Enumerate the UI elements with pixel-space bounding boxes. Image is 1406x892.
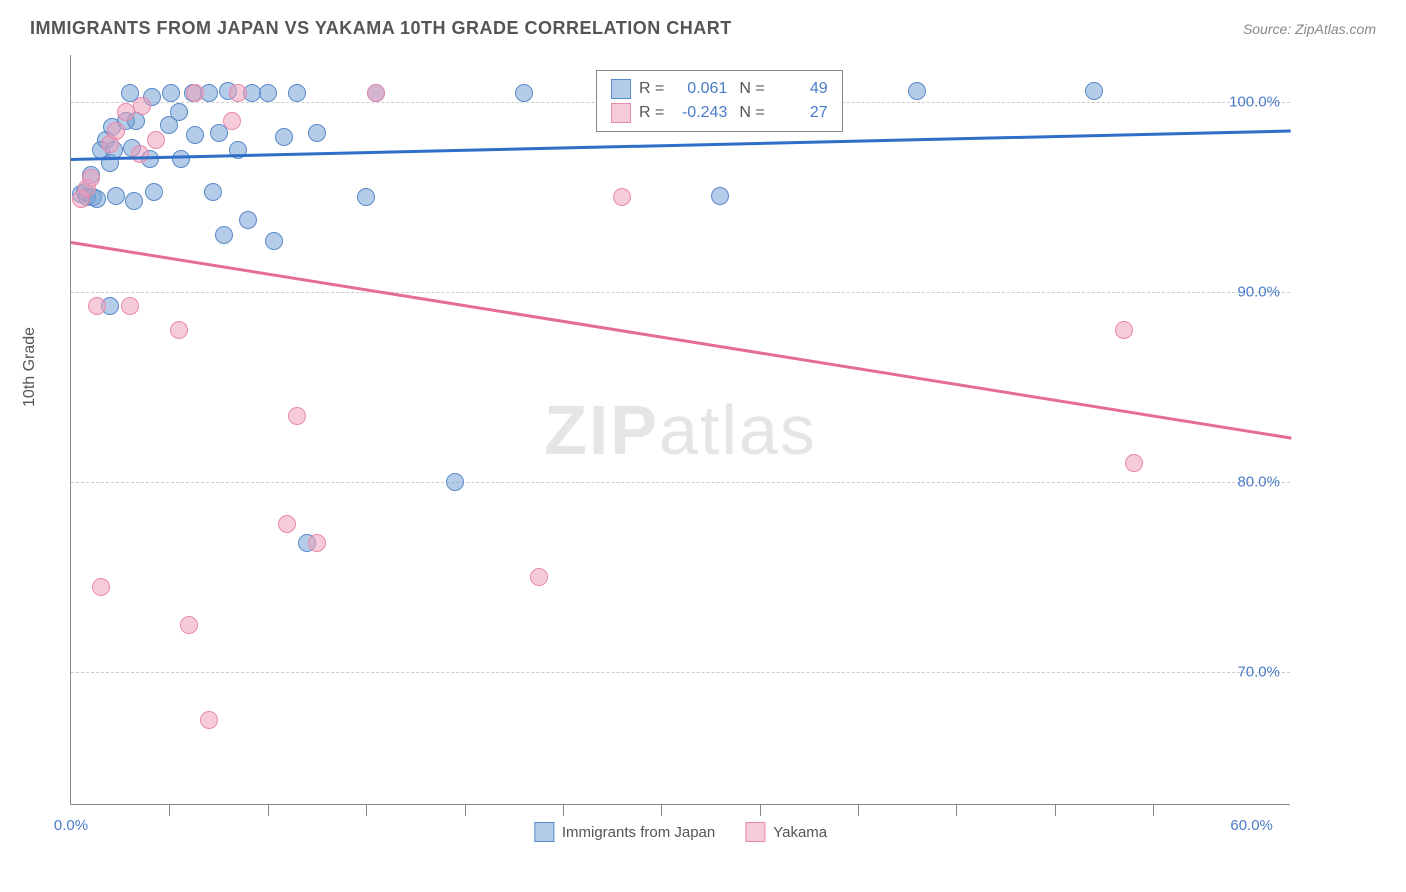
- legend-item: Immigrants from Japan: [534, 822, 715, 842]
- data-point: [180, 616, 198, 634]
- data-point: [1085, 82, 1103, 100]
- y-tick-label: 80.0%: [1237, 474, 1280, 491]
- x-tick-label: 60.0%: [1230, 817, 1273, 834]
- data-point: [288, 84, 306, 102]
- data-point: [121, 297, 139, 315]
- legend-swatch: [611, 79, 631, 99]
- data-point: [1125, 454, 1143, 472]
- data-point: [145, 183, 163, 201]
- legend-swatch: [611, 103, 631, 123]
- source-attribution: Source: ZipAtlas.com: [1243, 21, 1376, 37]
- data-point: [908, 82, 926, 100]
- gridline-horizontal: [71, 672, 1290, 673]
- legend-row: R =-0.243N =27: [611, 101, 828, 125]
- data-point: [215, 226, 233, 244]
- y-tick-label: 70.0%: [1237, 664, 1280, 681]
- series-legend: Immigrants from Japan Yakama: [534, 822, 827, 842]
- data-point: [1115, 321, 1133, 339]
- data-point: [711, 187, 729, 205]
- trend-line: [71, 241, 1291, 439]
- x-tick: [268, 804, 269, 816]
- data-point: [223, 112, 241, 130]
- data-point: [259, 84, 277, 102]
- data-point: [172, 150, 190, 168]
- data-point: [530, 568, 548, 586]
- x-tick-label: 0.0%: [54, 817, 88, 834]
- gridline-horizontal: [71, 292, 1290, 293]
- y-tick-label: 100.0%: [1229, 94, 1280, 111]
- data-point: [92, 578, 110, 596]
- data-point: [107, 187, 125, 205]
- gridline-horizontal: [71, 482, 1290, 483]
- data-point: [88, 297, 106, 315]
- data-point: [147, 131, 165, 149]
- correlation-legend: R =0.061N =49R =-0.243N =27: [596, 70, 843, 132]
- data-point: [107, 122, 125, 140]
- y-tick-label: 90.0%: [1237, 284, 1280, 301]
- data-point: [162, 84, 180, 102]
- data-point: [186, 84, 204, 102]
- x-tick: [1153, 804, 1154, 816]
- plot-area: ZIPatlas 70.0%80.0%90.0%100.0%0.0%60.0%R…: [70, 55, 1290, 805]
- x-tick: [465, 804, 466, 816]
- data-point: [200, 711, 218, 729]
- legend-label: Yakama: [773, 824, 827, 841]
- chart-container: 10th Grade ZIPatlas 70.0%80.0%90.0%100.0…: [70, 55, 1370, 820]
- x-tick: [366, 804, 367, 816]
- watermark: ZIPatlas: [544, 390, 817, 470]
- x-tick: [858, 804, 859, 816]
- data-point: [367, 84, 385, 102]
- data-point: [613, 188, 631, 206]
- x-tick: [956, 804, 957, 816]
- data-point: [446, 473, 464, 491]
- data-point: [204, 183, 222, 201]
- x-tick: [169, 804, 170, 816]
- data-point: [170, 103, 188, 121]
- data-point: [515, 84, 533, 102]
- legend-label: Immigrants from Japan: [562, 824, 715, 841]
- data-point: [82, 169, 100, 187]
- legend-row: R =0.061N =49: [611, 77, 828, 101]
- legend-swatch: [534, 822, 554, 842]
- data-point: [125, 192, 143, 210]
- y-axis-title: 10th Grade: [21, 326, 39, 406]
- data-point: [265, 232, 283, 250]
- data-point: [170, 321, 188, 339]
- data-point: [288, 407, 306, 425]
- data-point: [308, 124, 326, 142]
- data-point: [131, 145, 149, 163]
- data-point: [275, 128, 293, 146]
- legend-item: Yakama: [745, 822, 827, 842]
- x-tick: [760, 804, 761, 816]
- data-point: [357, 188, 375, 206]
- legend-swatch: [745, 822, 765, 842]
- data-point: [133, 97, 151, 115]
- data-point: [239, 211, 257, 229]
- trend-line: [71, 129, 1291, 160]
- data-point: [278, 515, 296, 533]
- x-tick: [1055, 804, 1056, 816]
- chart-title: IMMIGRANTS FROM JAPAN VS YAKAMA 10TH GRA…: [30, 18, 732, 39]
- data-point: [186, 126, 204, 144]
- x-tick: [661, 804, 662, 816]
- data-point: [229, 84, 247, 102]
- x-tick: [563, 804, 564, 816]
- data-point: [308, 534, 326, 552]
